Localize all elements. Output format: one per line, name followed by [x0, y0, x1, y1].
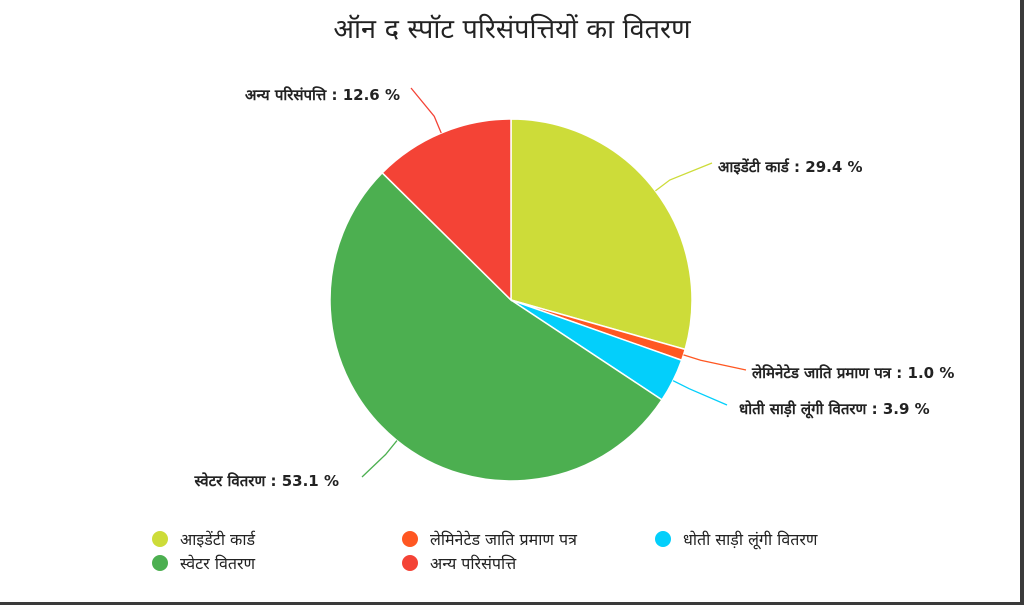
pie-slice-5 [381, 118, 512, 302]
legend-label-3: धोती साड़ी लूंगी वितरण [683, 530, 818, 550]
slice-callouts: आइडेंटी कार्ड : 29.4 % लेमिनेटेड जाति प्र… [193, 86, 954, 490]
legend-marker-2 [402, 531, 418, 547]
callout-line-1 [655, 162, 713, 192]
callout-label-3: धोती साड़ी लूंगी वितरण : 3.9 % [739, 400, 930, 419]
legend-marker-5 [402, 555, 418, 571]
legend-label-5: अन्य परिसंपत्ति [430, 554, 517, 573]
legend-marker-3 [655, 531, 671, 547]
chart-legend: आइडेंटी कार्ड लेमिनेटेड जाति प्रमाण पत्र ध… [152, 530, 818, 573]
legend-label-2: लेमिनेटेड जाति प्रमाण पत्र [430, 530, 578, 549]
pie-slice-4 [329, 171, 664, 482]
legend-marker-1 [152, 531, 168, 547]
callout-line-3 [672, 380, 728, 406]
callout-label-2: लेमिनेटेड जाति प्रमाण पत्र : 1.0 % [751, 364, 954, 382]
callout-label-5: अन्य परिसंपत्ति : 12.6 % [245, 86, 400, 104]
legend-label-1: आइडेंटी कार्ड [180, 530, 256, 549]
callout-label-1: आइडेंटी कार्ड : 29.4 % [718, 158, 863, 176]
callout-line-4 [361, 440, 398, 478]
chart-title: ऑन द स्पॉट परिसंपत्तियों का वितरण [333, 13, 691, 45]
legend-label-4: स्वेटर वितरण [180, 554, 256, 573]
callout-line-5 [410, 87, 442, 134]
pie-slices [329, 118, 693, 482]
pie-slice-1 [510, 118, 693, 351]
callout-line-2 [683, 354, 747, 371]
legend-marker-4 [152, 555, 168, 571]
callout-label-4: स्वेटर वितरण : 53.1 % [193, 472, 339, 490]
